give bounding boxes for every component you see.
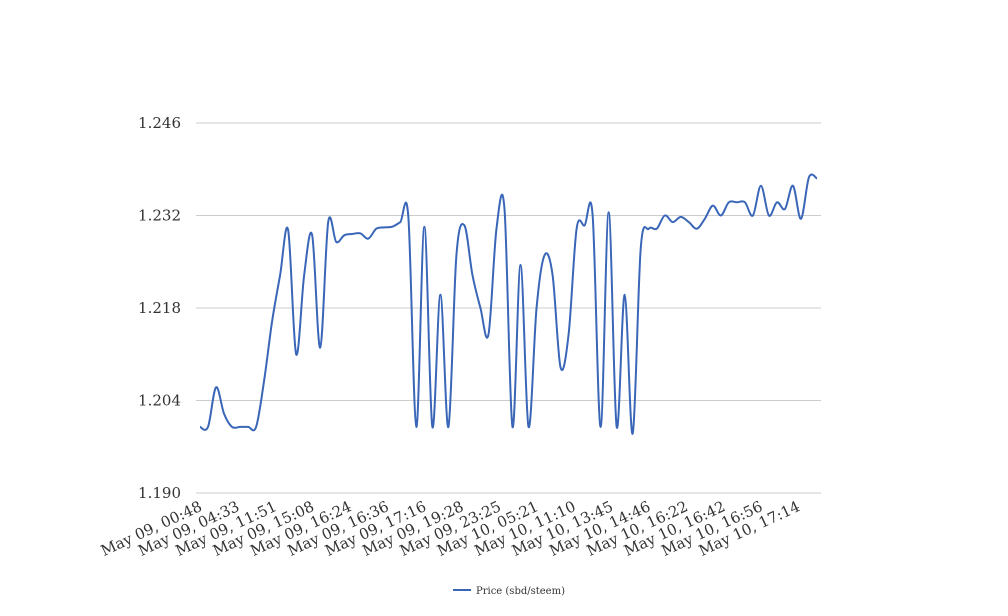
y-tick-label: 1.204 [138, 392, 181, 410]
y-tick-label: 1.246 [138, 114, 181, 132]
series-layer [199, 173, 818, 435]
series-line-price [199, 173, 818, 435]
y-tick-label: 1.232 [138, 207, 181, 225]
y-tick-label: 1.218 [138, 299, 181, 317]
legend: Price (sbd/steem) [453, 586, 565, 597]
y-tick-label: 1.190 [138, 484, 181, 502]
legend-label-price: Price (sbd/steem) [476, 586, 565, 597]
y-axis-ticks: 1.190 1.204 1.218 1.232 1.246 [138, 114, 181, 502]
